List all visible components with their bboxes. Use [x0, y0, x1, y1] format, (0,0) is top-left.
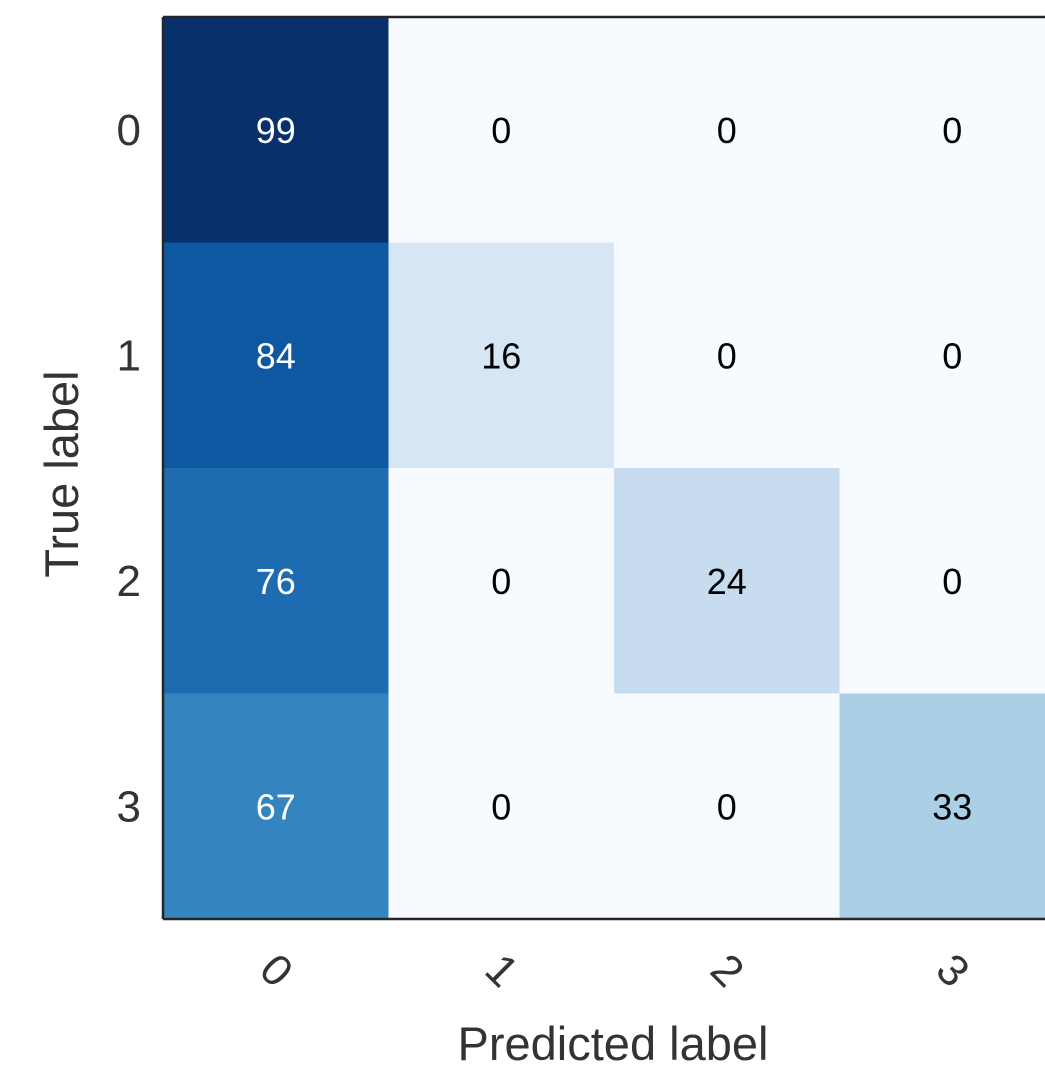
x-tick-label-3: 3 — [927, 945, 979, 997]
cell-value-label-r2-c1: 0 — [491, 561, 511, 602]
cell-value-label-r0-c0: 99 — [256, 110, 296, 151]
cell-value-label-r1-c3: 0 — [942, 335, 962, 376]
cell-value-label-r2-c0: 76 — [256, 561, 296, 602]
cell-value-label-r3-c3: 33 — [932, 786, 972, 827]
x-tick-label-1: 1 — [476, 945, 528, 997]
y-tick-label-3: 3 — [117, 782, 141, 831]
cell-value-label-r1-c0: 84 — [256, 335, 296, 376]
heatmap-cells — [163, 17, 1045, 920]
y-tick-label-2: 2 — [117, 557, 141, 606]
cell-value-label-r3-c1: 0 — [491, 786, 511, 827]
cell-value-label-r0-c3: 0 — [942, 110, 962, 151]
cell-value-label-r0-c2: 0 — [717, 110, 737, 151]
x-tick-label-0: 0 — [250, 945, 302, 997]
y-tick-label-1: 1 — [117, 331, 141, 380]
cell-value-label-r2-c3: 0 — [942, 561, 962, 602]
y-tick-labels: 0 1 2 3 — [117, 106, 141, 832]
x-tick-labels: 0 1 2 3 — [250, 945, 978, 997]
cell-value-label-r3-c2: 0 — [717, 786, 737, 827]
x-axis-label: Predicted label — [458, 1017, 769, 1070]
x-tick-label-2: 2 — [701, 945, 753, 997]
cell-value-label-r0-c1: 0 — [491, 110, 511, 151]
cell-value-label-r3-c0: 67 — [256, 786, 296, 827]
y-axis-label: True label — [35, 370, 88, 577]
cell-value-label-r1-c2: 0 — [717, 335, 737, 376]
cell-value-label-r2-c2: 24 — [707, 561, 747, 602]
cell-value-label-r1-c1: 16 — [481, 335, 521, 376]
y-tick-label-0: 0 — [117, 106, 141, 155]
